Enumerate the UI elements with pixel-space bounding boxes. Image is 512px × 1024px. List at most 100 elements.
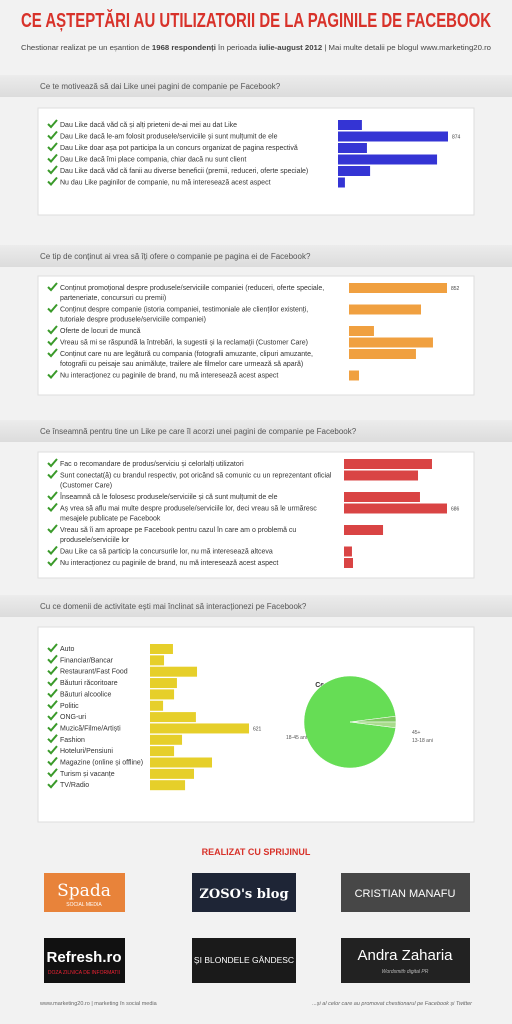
category-label: Băuturi răcoritoare bbox=[60, 680, 118, 687]
category-label: Turism și vacanțe bbox=[60, 771, 115, 778]
category-label: Dau Like dacă văd că și alți prieteni de… bbox=[60, 122, 237, 129]
logo-name: Spada bbox=[57, 881, 111, 901]
logo-box bbox=[44, 938, 125, 983]
logo-box bbox=[192, 873, 296, 912]
value-label: 686 bbox=[451, 507, 460, 513]
bar bbox=[344, 546, 352, 557]
logo-tagline: Wordsmith digital PR bbox=[382, 969, 429, 975]
sponsors-title: REALIZAT CU SPRIJINUL bbox=[202, 847, 311, 857]
category-label: Financiar/Bancar bbox=[60, 657, 114, 664]
category-label: Aș vrea să aflu mai multe despre produse… bbox=[60, 506, 319, 523]
bar bbox=[338, 177, 345, 188]
bar bbox=[338, 131, 448, 142]
logo-name: CRISTIAN MANAFU bbox=[355, 888, 456, 900]
bar bbox=[150, 746, 175, 757]
check-icon bbox=[47, 119, 58, 129]
bar bbox=[150, 644, 173, 654]
check-icon bbox=[47, 666, 58, 676]
sponsor-logos: Spada SOCIAL MEDIA ZOSO's blog CRISTIAN … bbox=[44, 873, 470, 983]
check-icon bbox=[47, 142, 58, 152]
value-label: 852 bbox=[451, 286, 460, 292]
logo-name: ȘI BLONDELE GÂNDESC bbox=[194, 955, 294, 965]
bar bbox=[349, 337, 433, 348]
check-icon bbox=[47, 336, 58, 346]
label-line: produsele/serviciile lor bbox=[60, 537, 130, 544]
label-line: Nu interacționez cu paginile de brand, n… bbox=[60, 373, 278, 380]
check-icon bbox=[47, 130, 58, 140]
bar bbox=[338, 120, 362, 130]
category-label: Muzică/Filme/Artiști bbox=[60, 725, 121, 732]
label-line: Înseamnă că le folosesc produsele/servic… bbox=[59, 492, 278, 501]
label-line: Oferte de locuri de muncă bbox=[60, 328, 141, 335]
bar bbox=[338, 143, 367, 153]
value-label: 621 bbox=[253, 726, 262, 732]
category-label: Nu interacționez cu paginile de brand, n… bbox=[60, 560, 278, 567]
panel bbox=[37, 275, 475, 396]
label-line: Nu interacționez cu paginile de brand, n… bbox=[60, 560, 278, 567]
bar bbox=[344, 492, 420, 502]
bar bbox=[150, 712, 196, 723]
bar bbox=[349, 304, 422, 315]
check-icon bbox=[47, 745, 58, 755]
bar bbox=[150, 666, 198, 677]
category-label: ONG-uri bbox=[60, 714, 87, 721]
category-label: Dau Like doar așa pot participa la un co… bbox=[60, 145, 298, 152]
bar bbox=[344, 503, 447, 514]
label-line: Dau Like dacă îmi place compania, chiar … bbox=[60, 157, 246, 164]
label-line: (Customer Care) bbox=[60, 483, 112, 490]
pie-label: 45+ bbox=[412, 730, 421, 736]
label-line: Dau Like doar așa pot participa la un co… bbox=[60, 145, 298, 152]
label-line: Dau Like dacă le-am folosit produsele/se… bbox=[60, 134, 278, 141]
category-label: Dau Like dacă îmi place compania, chiar … bbox=[60, 157, 246, 164]
check-icon bbox=[47, 176, 58, 186]
label-line: tutoriale despre produsele/serviciile co… bbox=[60, 317, 206, 324]
subtitle-part: Chestionar realizat pe un eșantion de bbox=[21, 43, 152, 52]
category-label: Dau Like dacă le-am folosit produsele/se… bbox=[60, 134, 278, 141]
check-icon bbox=[47, 734, 58, 744]
label-line: parteneriate, concursuri cu premii) bbox=[60, 295, 166, 302]
charts: Ce te motivează să dai Like unei pagini … bbox=[0, 75, 512, 823]
category-label: Nu dau Like paginilor de companie, nu mă… bbox=[60, 180, 271, 187]
category-label: Băuturi alcoolice bbox=[60, 691, 111, 698]
bar bbox=[150, 768, 194, 779]
label-line: Fac o recomandare de produs/serviciu și … bbox=[60, 461, 244, 468]
label-line: fotografii cu peisaje sau animăluțe, tra… bbox=[60, 361, 303, 368]
question: Ce te motivează să dai Like unei pagini … bbox=[40, 82, 281, 91]
bar bbox=[349, 283, 447, 293]
category-label: Hoteluri/Pensiuni bbox=[60, 748, 113, 755]
category-label: Auto bbox=[60, 646, 75, 653]
check-icon bbox=[47, 165, 58, 175]
logo-box bbox=[192, 938, 296, 983]
bar bbox=[338, 154, 438, 165]
subtitle-part: iulie-august 2012 bbox=[259, 43, 322, 52]
question-band bbox=[0, 595, 512, 617]
category-label: Conținut care nu are legătură cu compani… bbox=[60, 351, 315, 368]
category-label: Politic bbox=[60, 703, 79, 710]
check-icon bbox=[47, 756, 58, 766]
panel bbox=[37, 626, 475, 823]
check-icon bbox=[47, 545, 58, 555]
footer-left: www.marketing20.ro | marketing în social… bbox=[39, 1001, 158, 1007]
category-label: Vreau să îi am aproape pe Facebook pentr… bbox=[60, 527, 298, 544]
check-icon bbox=[47, 654, 58, 664]
check-icon bbox=[47, 643, 58, 653]
check-icon bbox=[47, 700, 58, 710]
check-icon bbox=[47, 722, 58, 732]
question-band bbox=[0, 245, 512, 267]
label-line: Nu dau Like paginilor de companie, nu mă… bbox=[60, 180, 271, 187]
check-icon bbox=[47, 677, 58, 687]
bar bbox=[344, 558, 354, 568]
category-label: Înseamnă că le folosesc produsele/servic… bbox=[59, 492, 278, 501]
check-icon bbox=[47, 303, 58, 313]
label-line: Sunt conectat(ă) cu brandul respectiv, p… bbox=[60, 473, 333, 480]
category-label: Fac o recomandare de produs/serviciu și … bbox=[60, 461, 244, 468]
category-label: Dau Like dacă văd că fanii au diverse be… bbox=[60, 168, 308, 175]
category-label: Sunt conectat(ă) cu brandul respectiv, p… bbox=[60, 473, 333, 490]
category-label: Dau Like ca să particip la concursurile … bbox=[60, 549, 273, 556]
logo-name: ZOSO's blog bbox=[199, 887, 288, 902]
category-label: Vreau să mi se răspundă la întrebări, la… bbox=[60, 340, 308, 347]
bar bbox=[150, 780, 186, 791]
check-icon bbox=[47, 491, 58, 501]
